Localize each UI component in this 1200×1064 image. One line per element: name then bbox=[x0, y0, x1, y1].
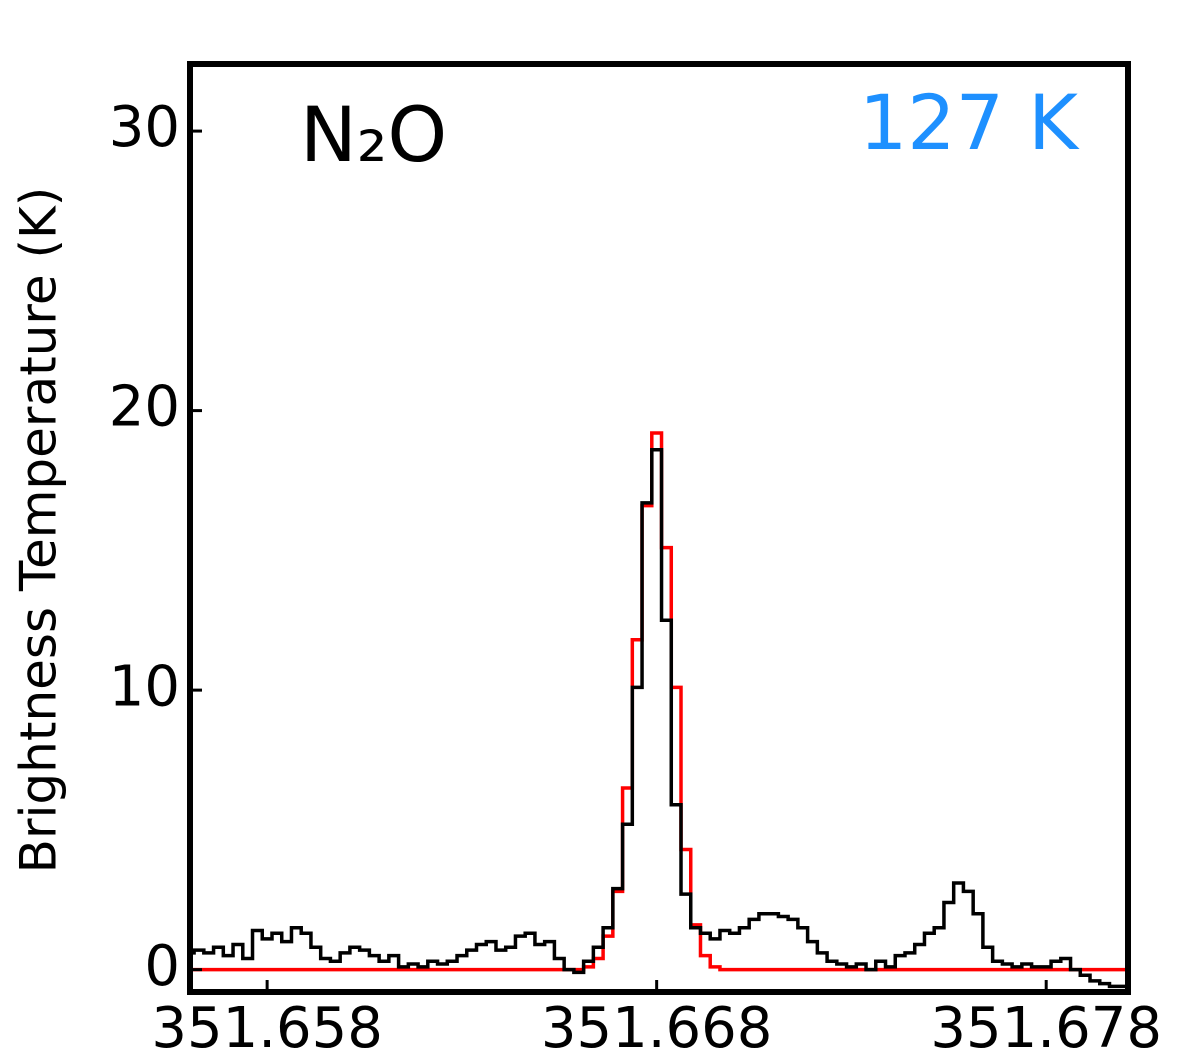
y-tick-label: 30 bbox=[109, 95, 180, 160]
y-tick-label: 10 bbox=[109, 654, 180, 719]
annotation: N₂O bbox=[300, 90, 447, 179]
y-tick-label: 0 bbox=[144, 934, 180, 999]
y-tick-label: 20 bbox=[109, 375, 180, 440]
plot-area bbox=[190, 431, 1128, 989]
spectrum-line bbox=[190, 431, 1128, 972]
x-tick-label: 351.678 bbox=[930, 996, 1162, 1061]
x-tick-label: 351.668 bbox=[541, 996, 773, 1061]
x-tick-label: 351.658 bbox=[151, 996, 383, 1061]
y-axis-label: Brightness Temperature (K) bbox=[10, 187, 68, 874]
annotation: 127 K bbox=[859, 78, 1080, 167]
frame bbox=[187, 61, 1131, 995]
spectrum-line bbox=[190, 447, 1128, 989]
